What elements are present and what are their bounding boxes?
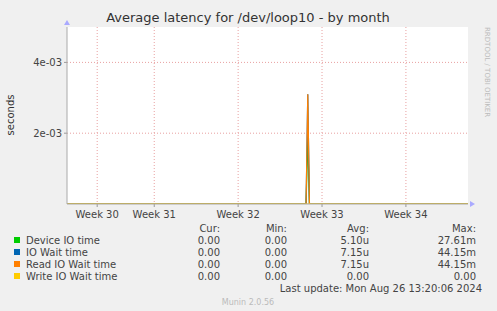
legend-stat: 0.00 <box>265 235 287 246</box>
legend-stat: 0.00 <box>198 235 220 246</box>
legend-stat: 27.61m <box>438 235 476 246</box>
legend-stat: 0.00 <box>198 271 220 282</box>
legend-stat: 0.00 <box>454 271 476 282</box>
legend-swatch <box>14 237 20 243</box>
legend-stat: 0.00 <box>347 271 369 282</box>
legend-header: Avg: <box>347 223 369 234</box>
x-grid-line <box>238 27 239 204</box>
x-tick-label: Week 31 <box>133 209 176 220</box>
y-axis-label: seconds <box>5 95 16 136</box>
footer: Last update: Mon Aug 26 13:20:06 2024 <box>280 283 482 294</box>
axis-arrow <box>64 20 70 25</box>
legend-label: Write IO Wait time <box>26 271 117 282</box>
credit: Munin 2.0.56 <box>222 298 274 307</box>
y-axis <box>67 27 68 204</box>
legend-stat: 0.00 <box>265 271 287 282</box>
legend-stat: 5.10u <box>340 235 369 246</box>
legend-header: Min: <box>266 223 287 234</box>
x-grid-line <box>97 27 98 204</box>
plot-area <box>67 27 468 204</box>
y-grid-line <box>67 133 468 134</box>
x-tick-label: Week 30 <box>76 209 119 220</box>
legend-stat: 0.00 <box>265 247 287 258</box>
background <box>0 0 497 311</box>
legend-stat: 7.15u <box>340 247 369 258</box>
legend-stat: 44.15m <box>438 259 476 270</box>
series-line <box>67 94 468 204</box>
x-axis <box>67 204 468 205</box>
x-grid-line <box>405 27 406 204</box>
legend-label: Read IO Wait time <box>26 259 116 270</box>
axis-arrow <box>470 201 475 207</box>
chart: Average latency for /dev/loop10 - by mon… <box>0 0 497 311</box>
legend-stat: 0.00 <box>265 259 287 270</box>
legend-swatch <box>14 273 20 279</box>
x-grid-line <box>154 27 155 204</box>
legend-stat: 7.15u <box>340 259 369 270</box>
series-line <box>67 203 468 204</box>
legend-header: Max: <box>452 223 476 234</box>
y-grid-line <box>67 62 468 63</box>
legend-label: IO Wait time <box>26 247 88 258</box>
x-tick-label: Week 33 <box>300 209 343 220</box>
x-tick-label: Week 32 <box>216 209 259 220</box>
legend-header: Cur: <box>199 223 220 234</box>
series-group <box>67 94 468 204</box>
legend-label: Device IO time <box>26 235 100 246</box>
watermark: RRDTOOL / TOBI OETIKER <box>483 27 491 117</box>
title: Average latency for /dev/loop10 - by mon… <box>106 10 390 25</box>
series-line <box>67 94 468 204</box>
legend-swatch <box>14 249 20 255</box>
legend-stat: 0.00 <box>198 259 220 270</box>
series-line <box>67 137 468 204</box>
y-tick-label: 4e-03 <box>33 57 62 68</box>
x-grid-line <box>322 27 323 204</box>
legend-stat: 0.00 <box>198 247 220 258</box>
y-tick-label: 2e-03 <box>33 128 62 139</box>
legend-swatch <box>14 261 20 267</box>
legend-stat: 44.15m <box>438 247 476 258</box>
x-tick-label: Week 34 <box>384 209 427 220</box>
